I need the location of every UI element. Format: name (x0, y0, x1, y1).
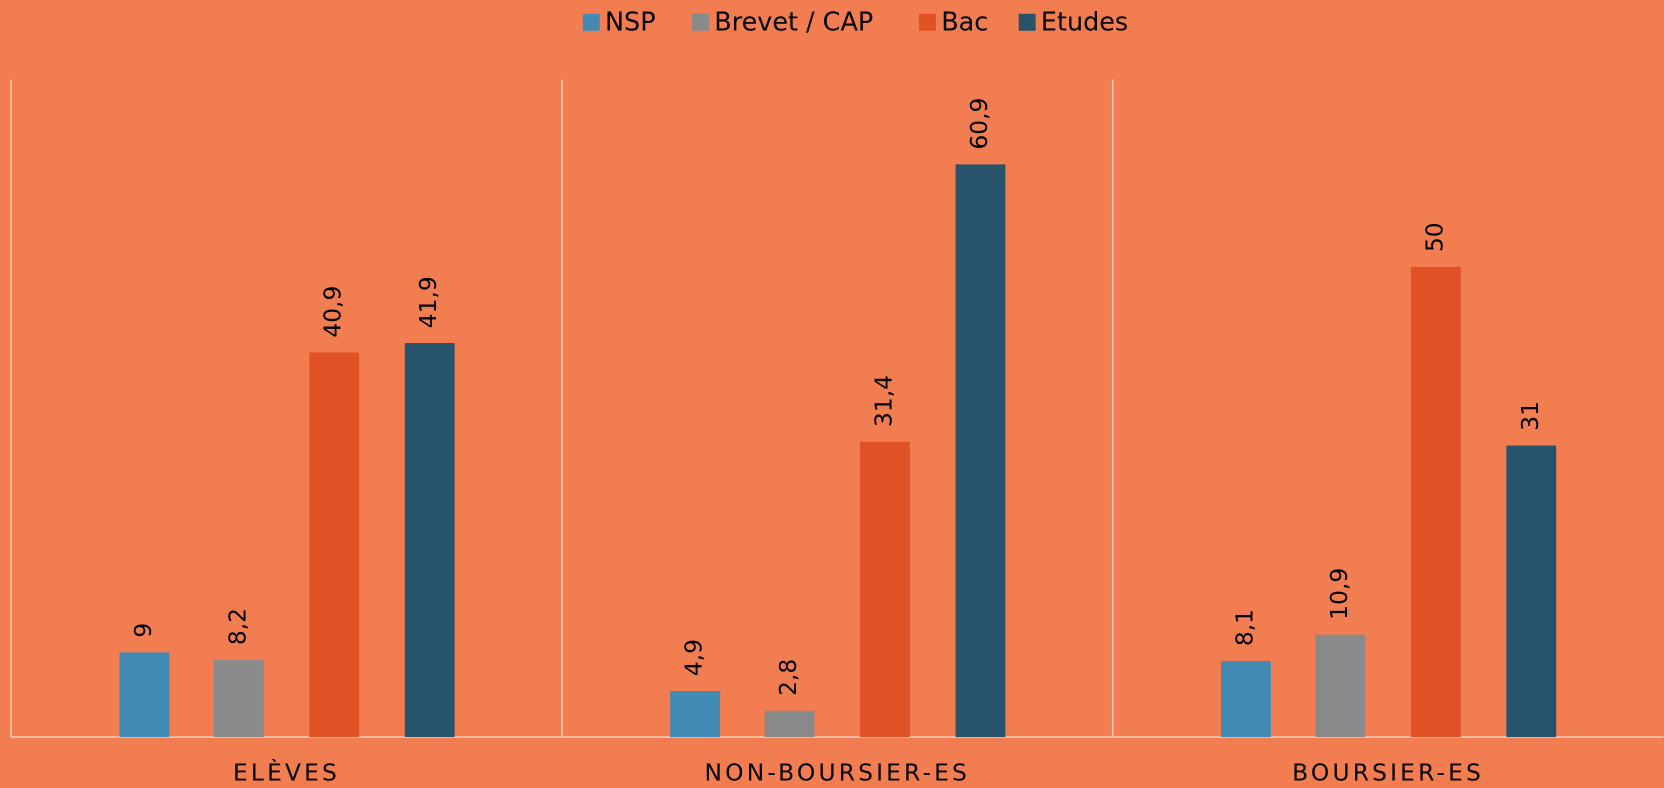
bar (213, 659, 264, 738)
data-label: 31,4 (870, 375, 898, 427)
bar (955, 164, 1006, 738)
x-tick-label: NON-BOURSIER-ES (705, 759, 970, 787)
data-label: 8,1 (1230, 609, 1258, 646)
data-label: 8,2 (223, 608, 251, 645)
bar (119, 652, 170, 738)
legend-label: Brevet / CAP (714, 7, 873, 37)
legend-swatch (918, 13, 936, 31)
x-tick-label: ELÈVES (233, 759, 340, 787)
legend-swatch (582, 13, 600, 31)
bar (1221, 660, 1271, 738)
bar (860, 441, 910, 738)
bar (1506, 445, 1557, 738)
x-tick-label: BOURSIER-ES (1292, 759, 1484, 787)
bar (404, 343, 455, 738)
data-label: 2,8 (774, 659, 802, 696)
data-label: 10,9 (1325, 568, 1353, 620)
legend-label: Bac (941, 7, 988, 37)
bar (764, 710, 815, 738)
data-label: 9 (129, 623, 157, 638)
bar (309, 352, 360, 738)
data-label: 4,9 (680, 639, 708, 676)
data-label: 40,9 (319, 286, 347, 338)
bar (1315, 634, 1366, 738)
legend-label: Etudes (1041, 7, 1128, 37)
bar (670, 691, 721, 738)
data-label: 60,9 (965, 98, 993, 150)
legend-swatch (692, 13, 709, 31)
data-label: 31 (1516, 401, 1544, 431)
legend-swatch (1018, 13, 1036, 31)
bar (1410, 266, 1461, 738)
data-label: 41,9 (414, 276, 442, 328)
legend-label: NSP (605, 7, 656, 37)
data-label: 50 (1420, 222, 1448, 252)
